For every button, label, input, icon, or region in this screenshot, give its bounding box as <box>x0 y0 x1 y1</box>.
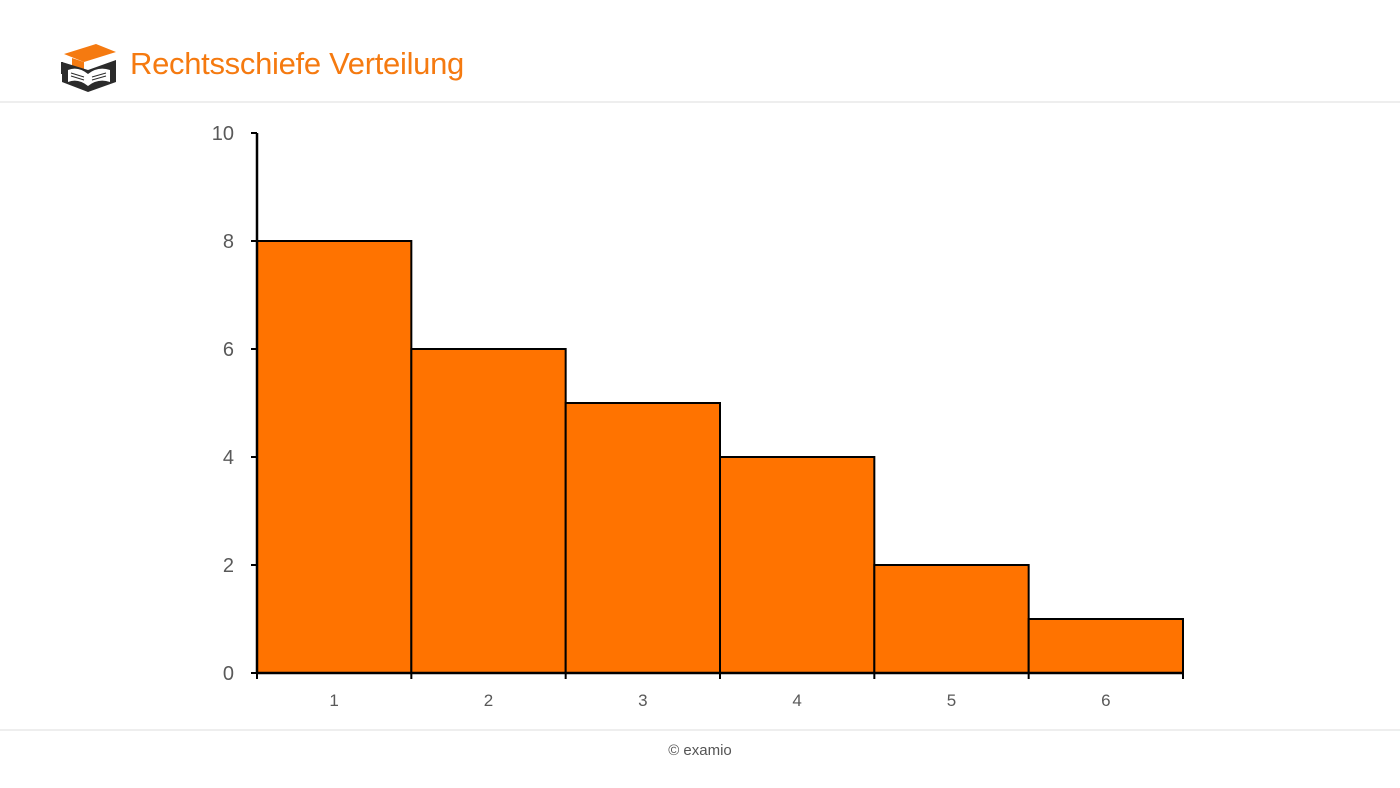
bar-1 <box>256 240 413 674</box>
y-tick-label-4: 4 <box>223 447 234 469</box>
y-tick-label-6: 6 <box>223 339 234 361</box>
x-tick-label-1: 1 <box>329 691 338 710</box>
bar-5 <box>873 564 1030 674</box>
y-tick-label-8: 8 <box>223 231 234 253</box>
x-tick-label-6: 6 <box>1101 691 1110 710</box>
bar-3 <box>564 402 722 674</box>
x-tick-label-5: 5 <box>947 691 956 710</box>
copyright-text: © examio <box>668 742 732 759</box>
page-title: Rechtsschiefe Verteilung <box>130 46 464 81</box>
bars-group <box>256 240 1184 674</box>
x-tick-label-3: 3 <box>638 691 647 710</box>
header: Rechtsschiefe Verteilung <box>0 0 1400 103</box>
y-tick-label-10: 10 <box>212 123 234 145</box>
footer-divider <box>0 729 1400 731</box>
bar-4 <box>719 456 876 674</box>
x-tick-label-4: 4 <box>792 691 801 710</box>
bar-2 <box>410 348 567 674</box>
y-tick-label-0: 0 <box>223 663 234 685</box>
bar-6 <box>1027 618 1184 674</box>
y-tick-label-2: 2 <box>223 555 234 577</box>
x-tick-label-2: 2 <box>484 691 493 710</box>
graduation-cap-book-icon <box>61 44 116 92</box>
